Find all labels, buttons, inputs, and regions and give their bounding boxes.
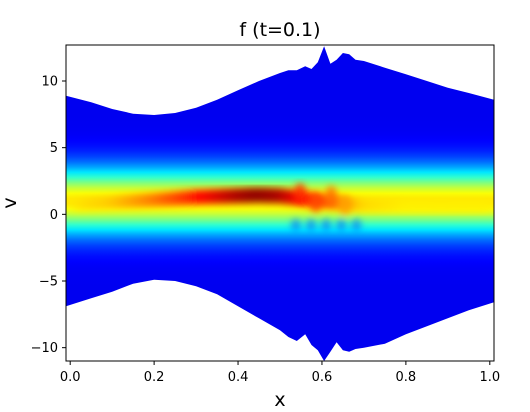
- y-tick-label: −5: [39, 275, 58, 290]
- y-tick-label: 0: [50, 208, 58, 223]
- ripple-trough: [306, 219, 317, 231]
- ripple-spot: [294, 183, 307, 203]
- ripple-spot: [309, 192, 322, 213]
- y-tick-label: 5: [50, 141, 58, 156]
- y-axis-label: v: [0, 197, 21, 208]
- x-tick-label: 0.2: [144, 370, 165, 385]
- ripple-trough: [290, 219, 301, 231]
- x-tick-label: 0.0: [60, 370, 81, 385]
- ripple-trough: [351, 219, 362, 231]
- x-tick-label: 1.0: [479, 370, 500, 385]
- plot-frame: [65, 44, 495, 362]
- x-tick-label: 0.4: [228, 370, 249, 385]
- y-tick-label: −10: [31, 341, 58, 356]
- ripple-spot: [325, 185, 338, 206]
- y-axis-ticks: −10 −5 0 5 10: [31, 75, 66, 356]
- plot-area: [66, 46, 494, 361]
- core-hotspot: [478, 199, 494, 213]
- x-tick-label: 0.8: [396, 370, 417, 385]
- x-axis-ticks: 0.0 0.2 0.4 0.6 0.8 1.0: [60, 361, 500, 385]
- distribution-region: [66, 46, 494, 361]
- chart-title: f (t=0.1): [239, 19, 320, 41]
- x-axis-label: x: [274, 389, 285, 411]
- ripple-spot: [339, 195, 351, 215]
- x-tick-label: 0.6: [312, 370, 333, 385]
- ripple-trough: [336, 219, 347, 231]
- ripple-trough: [321, 219, 332, 231]
- y-tick-label: 10: [41, 75, 58, 90]
- oscillation-ripples: [290, 183, 362, 231]
